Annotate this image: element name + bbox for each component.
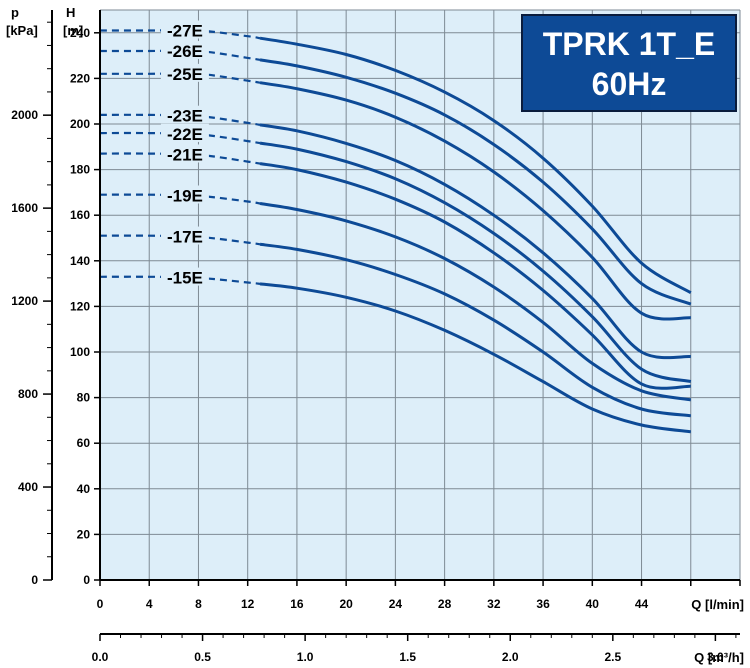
- p-axis-tick-label: 400: [18, 480, 38, 494]
- h-axis-tick-label: 200: [70, 117, 90, 131]
- chart-title-model: TPRK 1T_E: [542, 26, 716, 62]
- curve-label-plate: [160, 63, 209, 82]
- h-axis-tick-label: 60: [77, 436, 91, 450]
- p-axis-tick-label: 800: [18, 387, 38, 401]
- curve-label-plate: [160, 41, 209, 60]
- curve-label-17E: -17E: [167, 228, 203, 247]
- curve-label-plate: [160, 105, 209, 124]
- curve-label-plate: [160, 185, 209, 204]
- q-lmin-axis-tick-label: 40: [586, 597, 600, 611]
- h-axis-tick-label: 220: [70, 71, 90, 85]
- h-axis-tick-label: 80: [77, 391, 91, 405]
- curve-label-plate: [160, 267, 209, 286]
- chart-title-frequency: 60Hz: [591, 66, 667, 102]
- curve-label-26E: -26E: [167, 42, 203, 61]
- curve-23E: [259, 123, 691, 360]
- h-axis-tick-label: 240: [70, 26, 90, 40]
- h-axis-tick-label: 20: [77, 527, 91, 541]
- q-m3h-axis-tick-label: 2.0: [502, 650, 519, 664]
- p-axis-tick-label: 1200: [11, 294, 38, 308]
- h-axis-tick-label: 180: [70, 163, 90, 177]
- h-axis-symbol: H: [66, 5, 75, 20]
- q-m3h-axis-tick-label: 2.5: [604, 650, 621, 664]
- h-axis-tick-label: 100: [70, 345, 90, 359]
- curve-label-plate: [160, 226, 209, 245]
- curve-label-plate: [160, 144, 209, 163]
- p-axis-tick-label: 0: [31, 573, 38, 587]
- h-axis-tick-label: 0: [83, 573, 90, 587]
- q-m3h-axis-title: Q [m³/h]: [694, 650, 744, 665]
- p-axis-unit: [kPa]: [6, 23, 38, 38]
- curve-19E: [259, 202, 692, 402]
- q-m3h-axis-tick-label: 3.0: [707, 650, 724, 664]
- h-axis-tick-label: 120: [70, 299, 90, 313]
- curve-label-19E: -19E: [167, 187, 203, 206]
- q-m3h-axis-tick-label: 0.0: [92, 650, 109, 664]
- curve-21E: [259, 162, 691, 390]
- q-lmin-axis-tick-label: 44: [635, 597, 649, 611]
- curve-25E: [259, 81, 691, 321]
- q-lmin-axis-tick-label: 16: [290, 597, 304, 611]
- q-lmin-axis-tick-label: 12: [241, 597, 255, 611]
- p-axis-symbol: p: [11, 5, 19, 20]
- h-axis-unit: [m]: [63, 23, 83, 38]
- q-m3h-axis-tick-label: 1.0: [297, 650, 314, 664]
- p-axis-tick-label: 2000: [11, 108, 38, 122]
- q-lmin-axis-tick-label: 8: [195, 597, 202, 611]
- q-m3h-axis-tick-label: 0.5: [194, 650, 211, 664]
- curve-label-15E: -15E: [167, 269, 203, 288]
- h-axis-tick-label: 140: [70, 254, 90, 268]
- q-lmin-axis-title: Q [l/min]: [691, 597, 744, 612]
- curve-27E: [259, 36, 692, 295]
- curve-15E: [259, 282, 691, 434]
- axes: 0204060801001201401601802002202400400800…: [11, 10, 741, 664]
- p-axis-tick-label: 1600: [11, 201, 38, 215]
- curve-label-22E: -22E: [167, 125, 203, 144]
- curve-26E: [259, 58, 692, 306]
- curve-label-27E: -27E: [167, 22, 203, 41]
- curve-labels: -27E-26E -25E -23E-22E-21E -19E -17E -15E: [160, 20, 209, 288]
- curve-label-plate: [160, 123, 209, 142]
- q-lmin-axis-tick-label: 36: [536, 597, 550, 611]
- curve-label-25E: -25E: [167, 65, 203, 84]
- h-axis-tick-label: 40: [77, 482, 91, 496]
- curve-label-21E: -21E: [167, 145, 203, 164]
- chart-title-box: TPRK 1T_E 60Hz: [521, 14, 737, 112]
- q-lmin-axis-tick-label: 0: [97, 597, 104, 611]
- q-lmin-axis-tick-label: 24: [389, 597, 403, 611]
- curve-label-23E: -23E: [167, 107, 203, 126]
- curve-17E: [259, 242, 691, 418]
- h-axis-tick-label: 160: [70, 208, 90, 222]
- curve-label-plate: [160, 20, 209, 39]
- q-lmin-axis-tick-label: 28: [438, 597, 452, 611]
- curve-22E: [259, 141, 692, 384]
- q-lmin-axis-tick-label: 20: [339, 597, 353, 611]
- q-lmin-axis-tick-label: 4: [146, 597, 153, 611]
- q-lmin-axis-tick-label: 32: [487, 597, 501, 611]
- q-m3h-axis-tick-label: 1.5: [399, 650, 416, 664]
